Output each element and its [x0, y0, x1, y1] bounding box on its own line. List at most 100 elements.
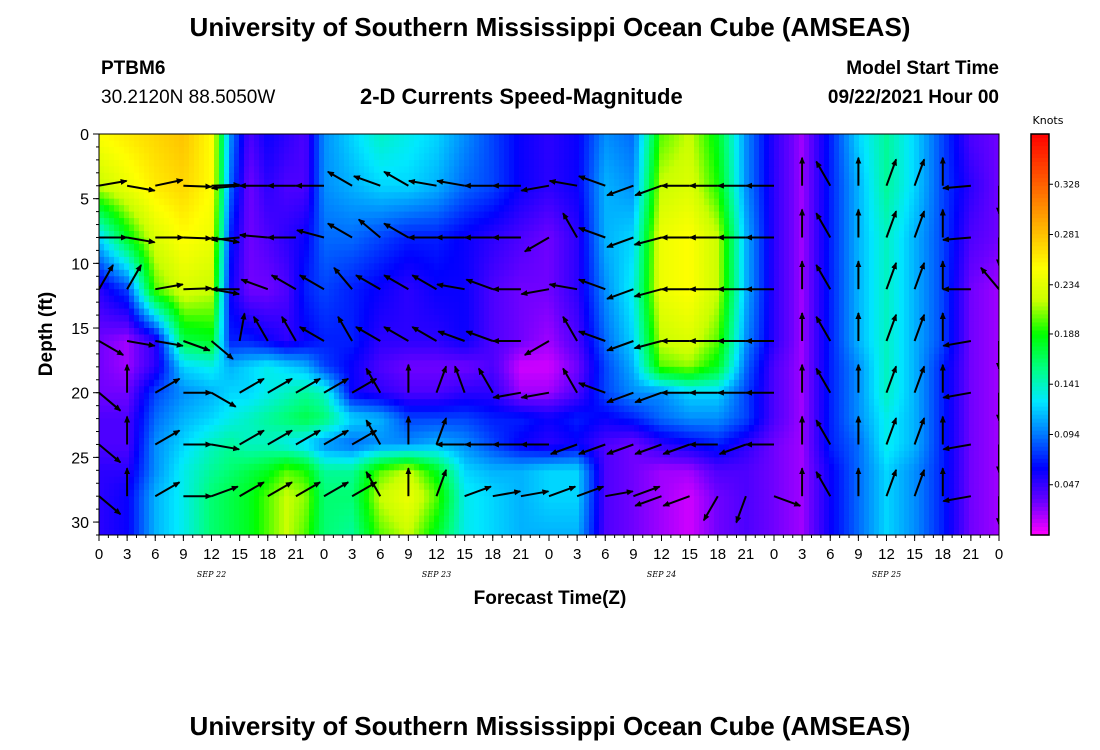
heat-cell — [219, 231, 225, 239]
heat-cell — [939, 198, 945, 206]
heat-cell — [584, 250, 590, 258]
heat-cell — [809, 146, 815, 155]
heat-cell — [524, 224, 530, 232]
heat-cell — [434, 263, 440, 271]
heat-cell — [314, 192, 320, 200]
heat-cell — [339, 250, 345, 258]
heat-cell — [374, 198, 380, 206]
heat-cell — [444, 289, 450, 297]
heat-cell — [804, 192, 810, 200]
heat-cell — [204, 302, 210, 310]
heat-cell — [969, 276, 975, 284]
heat-cell — [199, 172, 205, 180]
heat-cell — [879, 256, 885, 264]
heat-cell — [104, 198, 110, 206]
heat-cell — [909, 146, 915, 155]
heat-cell — [494, 166, 500, 174]
heat-cell — [844, 224, 850, 232]
heat-cell — [434, 211, 440, 219]
heat-cell — [239, 192, 245, 200]
heat-cell — [714, 185, 720, 193]
heat-cell — [484, 185, 490, 193]
heat-cell — [689, 192, 695, 200]
heat-cell — [469, 134, 475, 142]
heat-cell — [614, 146, 620, 155]
heat-cell — [179, 159, 185, 167]
heat-cell — [814, 205, 820, 213]
heat-cell — [154, 198, 160, 206]
heat-cell — [904, 185, 910, 193]
heat-cell — [159, 276, 165, 284]
heat-cell — [719, 224, 725, 232]
heat-cell — [224, 263, 230, 271]
heat-cell — [679, 289, 685, 297]
heat-cell — [759, 198, 765, 206]
heat-cell — [244, 185, 250, 193]
heat-cell — [629, 282, 635, 290]
heat-cell — [279, 140, 285, 148]
heat-cell — [684, 159, 690, 167]
heat-cell — [374, 269, 380, 277]
heat-cell — [679, 179, 685, 187]
heat-cell — [234, 198, 240, 206]
heat-cell — [644, 302, 650, 310]
heat-cell — [269, 237, 275, 245]
heat-cell — [114, 140, 120, 148]
heat-cell — [464, 256, 470, 264]
heat-cell — [804, 159, 810, 167]
heat-cell — [864, 237, 870, 245]
heat-cell — [549, 295, 555, 303]
heat-cell — [784, 263, 790, 271]
heat-cell — [779, 166, 785, 174]
heat-cell — [264, 224, 270, 232]
heat-cell — [329, 282, 335, 290]
heat-cell — [244, 159, 250, 167]
heat-cell — [374, 237, 380, 245]
heat-cell — [879, 237, 885, 245]
heat-cell — [304, 218, 310, 226]
heat-cell — [349, 134, 355, 142]
heat-cell — [254, 256, 260, 264]
heat-cell — [679, 224, 685, 232]
heat-cell — [734, 289, 740, 297]
heat-cell — [689, 140, 695, 148]
heat-cell — [264, 289, 270, 297]
heat-cell — [894, 295, 900, 303]
heat-cell — [699, 237, 705, 245]
heat-cell — [374, 263, 380, 271]
heat-cell — [209, 211, 215, 219]
heat-cell — [359, 198, 365, 206]
heat-cell — [899, 269, 905, 277]
heat-cell — [529, 205, 535, 213]
heat-cell — [629, 159, 635, 167]
heat-cell — [954, 218, 960, 226]
heat-cell — [779, 269, 785, 277]
heat-cell — [609, 218, 615, 226]
heat-cell — [389, 192, 395, 200]
heat-cell — [679, 302, 685, 310]
heat-cell — [129, 237, 135, 245]
heat-cell — [554, 256, 560, 264]
heat-cell — [154, 211, 160, 219]
heat-cell — [219, 179, 225, 187]
heat-cell — [674, 289, 680, 297]
heat-cell — [484, 140, 490, 148]
heat-cell — [314, 198, 320, 206]
heat-cell — [714, 140, 720, 148]
heat-cell — [289, 179, 295, 187]
heat-cell — [969, 134, 975, 142]
heat-cell — [439, 218, 445, 226]
heat-cell — [254, 243, 260, 252]
heat-cell — [534, 153, 540, 161]
heat-cell — [754, 134, 760, 142]
heat-cell — [669, 276, 675, 284]
heat-cell — [399, 237, 405, 245]
heat-cell — [349, 282, 355, 290]
heat-cell — [304, 289, 310, 297]
heat-cell — [799, 185, 805, 193]
heat-cell — [634, 295, 640, 303]
heat-cell — [509, 211, 515, 219]
heat-cell — [804, 172, 810, 180]
heat-cell — [104, 282, 110, 290]
heat-cell — [899, 237, 905, 245]
